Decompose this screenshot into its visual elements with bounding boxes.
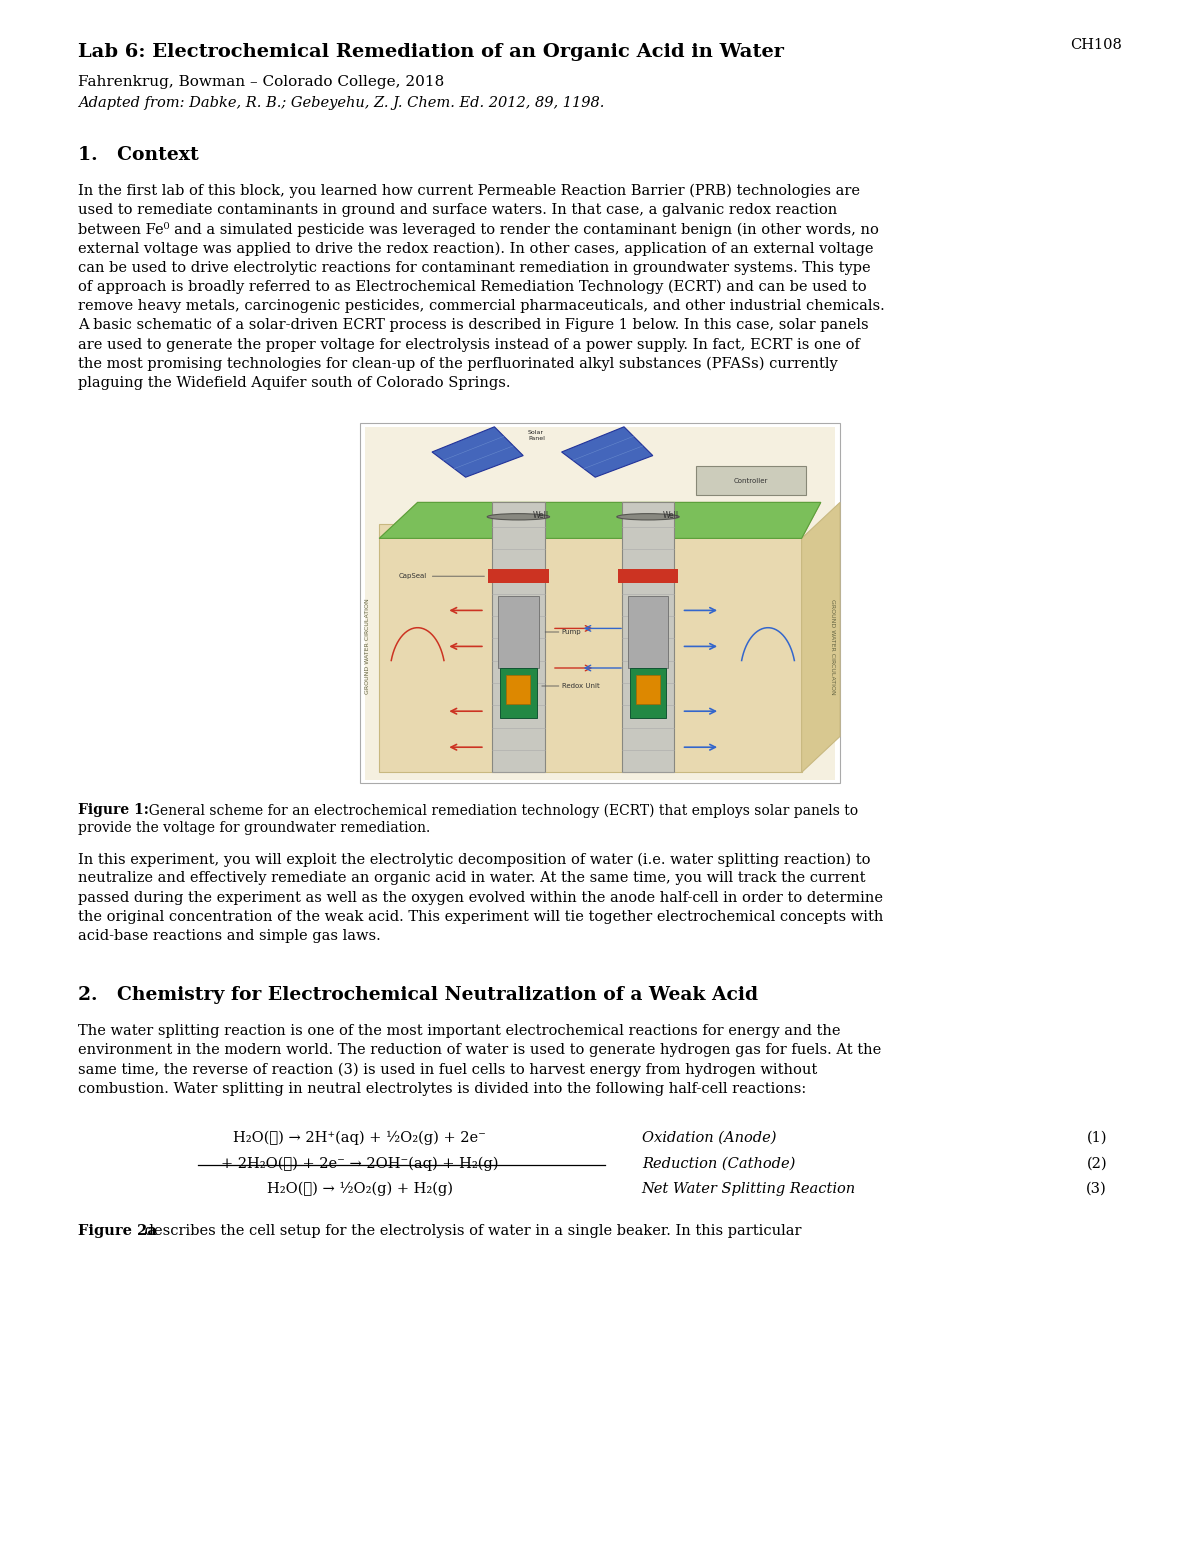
Polygon shape (562, 427, 653, 477)
Text: acid-base reactions and simple gas laws.: acid-base reactions and simple gas laws. (78, 929, 380, 943)
Ellipse shape (487, 514, 550, 520)
Text: 1.   Context: 1. Context (78, 146, 199, 165)
FancyBboxPatch shape (500, 668, 536, 719)
Text: Figure 1:: Figure 1: (78, 803, 149, 817)
Text: A basic schematic of a solar-driven ECRT process is described in Figure 1 below.: A basic schematic of a solar-driven ECRT… (78, 318, 869, 332)
Polygon shape (379, 503, 821, 539)
Text: GROUND WATER CIRCULATION: GROUND WATER CIRCULATION (830, 598, 835, 694)
Text: the original concentration of the weak acid. This experiment will tie together e: the original concentration of the weak a… (78, 910, 883, 924)
Text: In this experiment, you will exploit the electrolytic decomposition of water (i.: In this experiment, you will exploit the… (78, 853, 870, 867)
Ellipse shape (617, 514, 679, 520)
Text: H₂O(ℓ) → 2H⁺(aq) + ½O₂(g) + 2e⁻: H₂O(ℓ) → 2H⁺(aq) + ½O₂(g) + 2e⁻ (234, 1131, 486, 1146)
Text: CH108: CH108 (1070, 37, 1122, 51)
FancyBboxPatch shape (506, 676, 530, 704)
Text: neutralize and effectively remediate an organic acid in water. At the same time,: neutralize and effectively remediate an … (78, 871, 865, 885)
FancyBboxPatch shape (636, 676, 660, 704)
Text: + 2H₂O(ℓ) + 2e⁻ → 2OH⁻(aq) + H₂(g): + 2H₂O(ℓ) + 2e⁻ → 2OH⁻(aq) + H₂(g) (221, 1157, 499, 1171)
Text: Reduction (Cathode): Reduction (Cathode) (642, 1157, 796, 1171)
Text: 2.   Chemistry for Electrochemical Neutralization of a Weak Acid: 2. Chemistry for Electrochemical Neutral… (78, 986, 758, 1005)
Text: In the first lab of this block, you learned how current Permeable Reaction Barri: In the first lab of this block, you lear… (78, 183, 860, 199)
Text: Well: Well (662, 511, 678, 520)
Text: between Fe⁰ and a simulated pesticide was leveraged to render the contaminant be: between Fe⁰ and a simulated pesticide wa… (78, 222, 878, 238)
Text: Oxidation (Anode): Oxidation (Anode) (642, 1131, 776, 1145)
Text: environment in the modern world. The reduction of water is used to generate hydr: environment in the modern world. The red… (78, 1044, 881, 1058)
Text: provide the voltage for groundwater remediation.: provide the voltage for groundwater reme… (78, 822, 431, 836)
Text: used to remediate contaminants in ground and surface waters. In that case, a gal: used to remediate contaminants in ground… (78, 203, 838, 217)
Text: plaguing the Widefield Aquifer south of Colorado Springs.: plaguing the Widefield Aquifer south of … (78, 376, 510, 390)
Polygon shape (802, 503, 840, 772)
Text: H₂O(ℓ) → ½O₂(g) + H₂(g): H₂O(ℓ) → ½O₂(g) + H₂(g) (266, 1182, 452, 1196)
Text: Pump: Pump (562, 629, 581, 635)
Text: Well: Well (533, 511, 548, 520)
FancyBboxPatch shape (618, 568, 678, 584)
FancyBboxPatch shape (379, 523, 802, 772)
Text: CapSeal: CapSeal (398, 573, 427, 579)
FancyBboxPatch shape (696, 466, 806, 495)
Text: can be used to drive electrolytic reactions for contaminant remediation in groun: can be used to drive electrolytic reacti… (78, 261, 871, 275)
FancyBboxPatch shape (630, 668, 666, 719)
Text: are used to generate the proper voltage for electrolysis instead of a power supp: are used to generate the proper voltage … (78, 337, 860, 351)
FancyBboxPatch shape (365, 427, 835, 780)
Text: the most promising technologies for clean-up of the perfluorinated alkyl substan: the most promising technologies for clea… (78, 357, 838, 371)
Polygon shape (432, 427, 523, 477)
Text: Lab 6: Electrochemical Remediation of an Organic Acid in Water: Lab 6: Electrochemical Remediation of an… (78, 43, 784, 61)
Text: Controller: Controller (734, 478, 768, 485)
Text: external voltage was applied to drive the redox reaction). In other cases, appli: external voltage was applied to drive th… (78, 242, 874, 256)
FancyBboxPatch shape (498, 596, 539, 668)
Text: Redox Unit: Redox Unit (562, 683, 599, 690)
Text: General scheme for an electrochemical remediation technology (ECRT) that employs: General scheme for an electrochemical re… (140, 803, 858, 817)
Text: (1): (1) (1086, 1131, 1108, 1145)
FancyBboxPatch shape (628, 596, 668, 668)
Text: same time, the reverse of reaction (3) is used in fuel cells to harvest energy f: same time, the reverse of reaction (3) i… (78, 1062, 817, 1076)
Text: GROUND WATER CIRCULATION: GROUND WATER CIRCULATION (365, 598, 370, 694)
Polygon shape (379, 503, 821, 539)
Text: describes the cell setup for the electrolysis of water in a single beaker. In th: describes the cell setup for the electro… (140, 1224, 802, 1238)
Text: Net Water Splitting Reaction: Net Water Splitting Reaction (642, 1182, 856, 1196)
FancyBboxPatch shape (622, 503, 674, 772)
Text: (2): (2) (1086, 1157, 1108, 1171)
Text: Solar
Panel: Solar Panel (528, 430, 545, 441)
Text: (3): (3) (1086, 1182, 1108, 1196)
FancyBboxPatch shape (360, 424, 840, 783)
Text: passed during the experiment as well as the oxygen evolved within the anode half: passed during the experiment as well as … (78, 890, 883, 904)
Text: Adapted from: Dabke, R. B.; Gebeyehu, Z. J. Chem. Ed. 2012, 89, 1198.: Adapted from: Dabke, R. B.; Gebeyehu, Z.… (78, 96, 605, 110)
Text: Fahrenkrug, Bowman – Colorado College, 2018: Fahrenkrug, Bowman – Colorado College, 2… (78, 75, 444, 89)
Text: The water splitting reaction is one of the most important electrochemical reacti: The water splitting reaction is one of t… (78, 1023, 840, 1037)
Text: of approach is broadly referred to as Electrochemical Remediation Technology (EC: of approach is broadly referred to as El… (78, 280, 866, 295)
FancyBboxPatch shape (492, 503, 545, 772)
FancyBboxPatch shape (488, 568, 548, 584)
Text: combustion. Water splitting in neutral electrolytes is divided into the followin: combustion. Water splitting in neutral e… (78, 1082, 806, 1096)
Text: Figure 2a: Figure 2a (78, 1224, 157, 1238)
Text: remove heavy metals, carcinogenic pesticides, commercial pharmaceuticals, and ot: remove heavy metals, carcinogenic pestic… (78, 300, 884, 314)
